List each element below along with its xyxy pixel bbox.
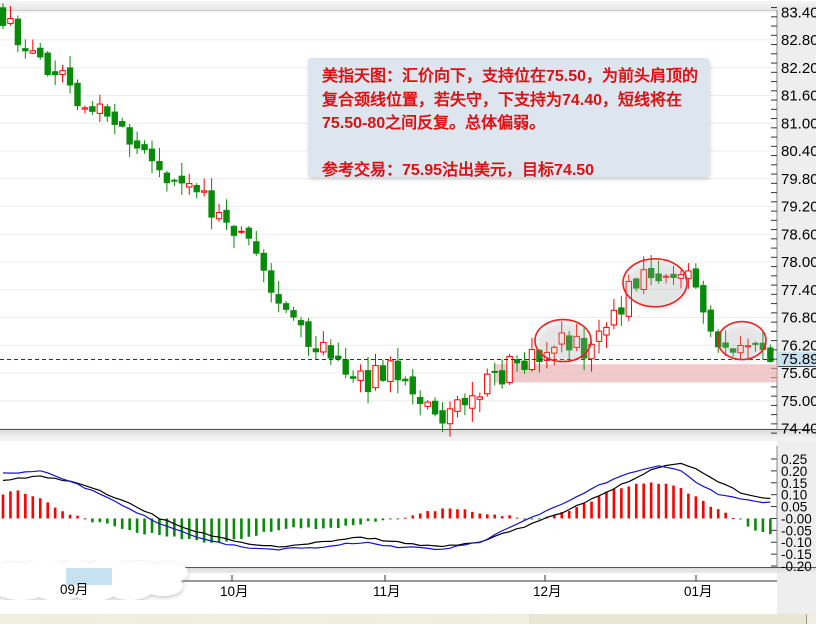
svg-text:79.20: 79.20: [781, 199, 816, 216]
svg-text:76.80: 76.80: [781, 310, 816, 327]
svg-text:81.00: 81.00: [781, 115, 816, 132]
svg-text:77.40: 77.40: [781, 282, 816, 299]
svg-text:81.60: 81.60: [781, 88, 816, 105]
svg-text:83.40: 83.40: [781, 4, 816, 21]
svg-text:10月: 10月: [220, 584, 249, 599]
svg-text:78.60: 78.60: [781, 226, 816, 243]
svg-text:79.80: 79.80: [781, 171, 816, 188]
svg-text:82.20: 82.20: [781, 60, 816, 77]
svg-text:-0.20: -0.20: [781, 559, 812, 574]
svg-text:78.00: 78.00: [781, 254, 816, 271]
svg-text:80.40: 80.40: [781, 143, 816, 160]
svg-text:01月: 01月: [684, 584, 713, 599]
svg-text:82.80: 82.80: [781, 32, 816, 49]
svg-text:74.40: 74.40: [781, 421, 816, 438]
svg-text:75.00: 75.00: [781, 393, 816, 410]
svg-text:11月: 11月: [373, 584, 401, 599]
svg-text:12月: 12月: [533, 584, 562, 599]
